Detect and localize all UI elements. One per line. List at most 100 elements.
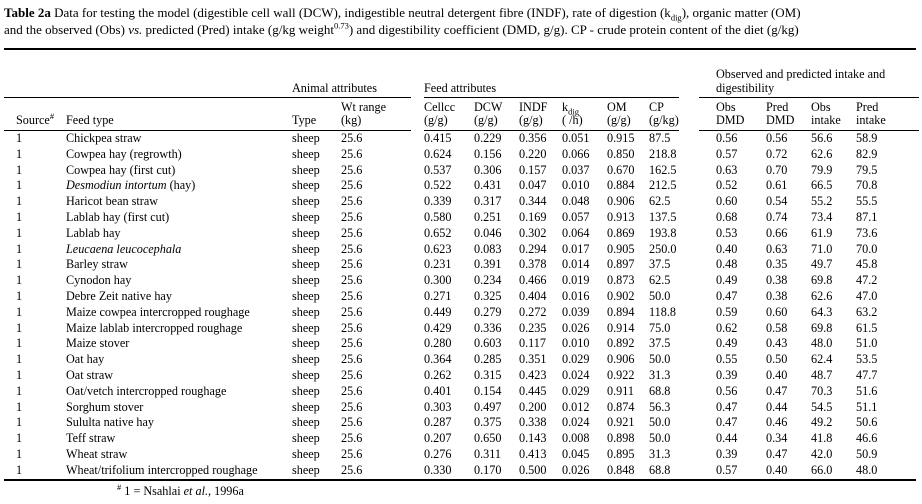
cell-pred_dmd: 0.38 (766, 273, 788, 288)
cell-obs_intake: 79.9 (811, 162, 833, 177)
cell-feed-type: Cowpea hay (regrowth) (66, 146, 182, 161)
cell-kdig: 0.064 (562, 225, 590, 240)
cell-obs_intake: 66.0 (811, 462, 833, 477)
cell-obs_dmd: 0.68 (716, 209, 738, 224)
table-row: 1 Oat/vetch intercropped roughage sheep 25.… (4, 384, 919, 400)
cell-obs_dmd: 0.59 (716, 304, 738, 319)
cell-source: 1 (16, 462, 23, 477)
caption-table-number: Table 2a (4, 5, 51, 20)
cell-pred_dmd: 0.70 (766, 162, 788, 177)
column-gap (411, 273, 424, 289)
table-row: 1 Wheat straw sheep 25.6 0.276 0.311 0.413 0.04… (4, 447, 919, 463)
cell-kdig: 0.008 (562, 431, 590, 446)
cell-feed-type: Maize lablab intercropped roughage (66, 320, 243, 335)
cell-indf: 0.466 (519, 273, 547, 288)
column-gap (679, 463, 699, 479)
cell-kdig: 0.016 (562, 288, 590, 303)
cell-pred_intake: 48.0 (856, 462, 878, 477)
cell-animal-type: sheep (292, 415, 320, 430)
cell-source: 1 (16, 383, 23, 398)
cell-dcw: 0.279 (474, 304, 502, 319)
cell-cp: 50.0 (649, 415, 671, 430)
cell-cp: 87.5 (649, 131, 671, 145)
table-row: 1 Cowpea hay (regrowth) sheep 25.6 0.624 0.15… (4, 147, 919, 163)
col-header-cp: CP (g/kg) (649, 97, 679, 131)
cell-indf: 0.117 (519, 336, 546, 351)
cell-cp: 62.5 (649, 194, 671, 209)
cell-obs_dmd: 0.55 (716, 352, 738, 367)
cell-dcw: 0.229 (474, 131, 502, 145)
cell-indf: 0.378 (519, 257, 547, 272)
col-header-dcw: DCW (g/g) (474, 97, 519, 131)
cell-dcw: 0.650 (474, 431, 502, 446)
cell-source: 1 (16, 415, 23, 430)
cell-pred_dmd: 0.72 (766, 146, 788, 161)
cell-cp: 31.3 (649, 446, 671, 461)
column-gap (679, 98, 699, 131)
cell-dcw: 0.311 (474, 446, 501, 461)
cell-pred_intake: 45.8 (856, 257, 878, 272)
column-gap (679, 400, 699, 416)
cell-dcw: 0.156 (474, 146, 502, 161)
cell-feed-type: Lablab hay (66, 225, 121, 240)
cell-feed-type: Teff straw (66, 431, 116, 446)
cell-indf: 0.235 (519, 320, 547, 335)
cell-animal-type: sheep (292, 162, 320, 177)
group-header-lead (4, 50, 292, 98)
bottom-rule (4, 478, 916, 481)
cell-obs_dmd: 0.62 (716, 320, 738, 335)
cell-cp: 250.0 (649, 241, 677, 256)
cell-indf: 0.272 (519, 304, 547, 319)
column-gap (411, 131, 424, 147)
cell-cp: 162.5 (649, 162, 677, 177)
cell-source: 1 (16, 336, 23, 351)
cell-indf: 0.302 (519, 225, 547, 240)
cell-source: 1 (16, 194, 23, 209)
cell-cellcc: 0.280 (424, 336, 452, 351)
cell-animal-type: sheep (292, 352, 320, 367)
cell-dcw: 0.375 (474, 415, 502, 430)
column-gap (411, 400, 424, 416)
cell-indf: 0.169 (519, 209, 547, 224)
cell-obs_dmd: 0.39 (716, 367, 738, 382)
cell-cp: 118.8 (649, 304, 676, 319)
cell-om: 0.670 (607, 162, 635, 177)
cell-wt-range: 25.6 (341, 131, 363, 145)
column-gap (411, 50, 424, 98)
cell-animal-type: sheep (292, 178, 320, 193)
column-gap (679, 163, 699, 179)
cell-om: 0.869 (607, 225, 635, 240)
cell-pred_intake: 79.5 (856, 162, 878, 177)
cell-feed-type: Oat/vetch intercropped roughage (66, 383, 227, 398)
cell-om: 0.906 (607, 194, 635, 209)
column-gap (411, 321, 424, 337)
group-header-observed-predicted: Observed and predicted intake and digest… (699, 50, 920, 98)
column-gap (411, 210, 424, 226)
col-header-kdig: kdig( /h) (562, 97, 607, 131)
cell-source: 1 (16, 131, 23, 145)
cell-obs_dmd: 0.57 (716, 462, 738, 477)
cell-pred_dmd: 0.35 (766, 257, 788, 272)
cell-animal-type: sheep (292, 273, 320, 288)
cell-animal-type: sheep (292, 431, 320, 446)
cell-pred_dmd: 0.38 (766, 288, 788, 303)
cell-obs_dmd: 0.53 (716, 225, 738, 240)
cell-pred_intake: 55.5 (856, 194, 878, 209)
cell-feed-type: Lablab hay (first cut) (66, 209, 170, 224)
cell-pred_intake: 47.2 (856, 273, 878, 288)
cell-kdig: 0.039 (562, 304, 590, 319)
cell-obs_dmd: 0.52 (716, 178, 738, 193)
cell-feed-type: Wheat/trifolium intercropped roughage (66, 462, 258, 477)
cell-pred_intake: 70.8 (856, 178, 878, 193)
column-gap (411, 447, 424, 463)
cell-pred_intake: 58.9 (856, 131, 878, 145)
column-gap (411, 305, 424, 321)
cell-feed-type: Maize stover (66, 336, 130, 351)
cell-obs_dmd: 0.48 (716, 257, 738, 272)
cell-om: 0.913 (607, 209, 635, 224)
cell-kdig: 0.048 (562, 194, 590, 209)
table-row: 1 Desmodiun intortum (hay) sheep 25.6 0.522 0… (4, 178, 919, 194)
cell-obs_dmd: 0.47 (716, 415, 738, 430)
cell-pred_dmd: 0.47 (766, 383, 788, 398)
